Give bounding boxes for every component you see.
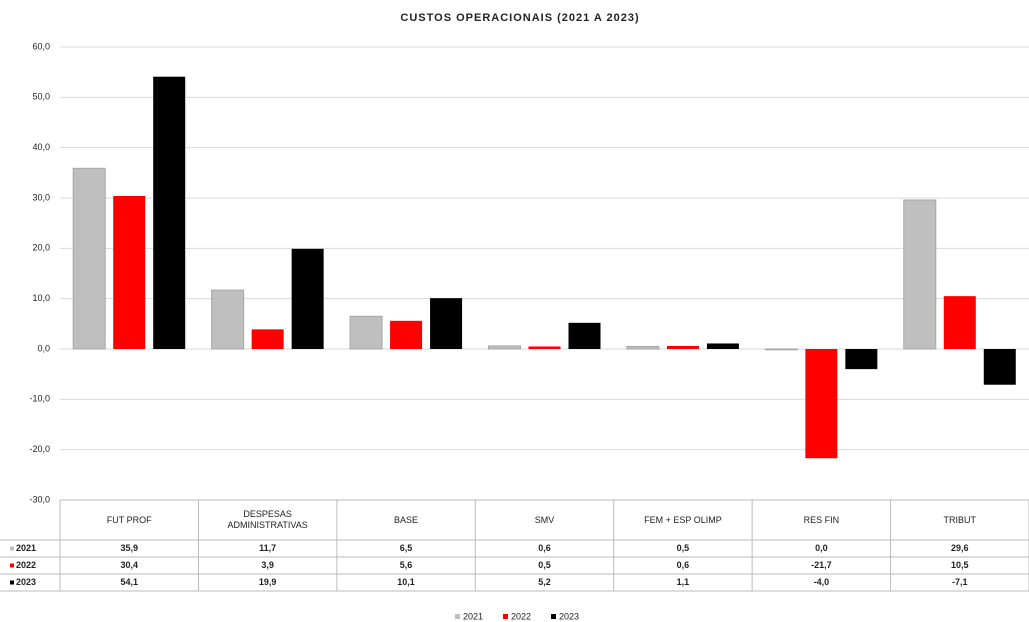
legend-key	[10, 563, 14, 568]
y-tick-label: -20,0	[29, 444, 50, 454]
bar	[349, 315, 383, 350]
series-label: 2022	[16, 560, 37, 571]
table-value: 54,1	[120, 577, 138, 588]
legend-key	[503, 614, 508, 619]
category-label: BASE	[394, 514, 419, 525]
legend-label: 2023	[559, 611, 579, 621]
legend-key	[10, 580, 14, 585]
bar	[983, 349, 1016, 385]
bar	[845, 349, 878, 370]
y-tick-label: -30,0	[29, 494, 50, 504]
bar	[430, 298, 463, 349]
legend-key	[551, 614, 556, 619]
bar	[666, 345, 699, 349]
category-label: SMV	[534, 514, 555, 525]
table-value: 0,0	[815, 543, 828, 554]
table-value: 19,9	[258, 577, 277, 588]
table-value: 35,9	[120, 543, 138, 554]
bar	[153, 76, 186, 350]
legend-label: 2022	[511, 611, 531, 621]
table-value: 0,6	[676, 560, 690, 571]
bar	[568, 322, 601, 349]
category-label: DESPESAS ADMINISTRATIVAS	[227, 509, 308, 530]
bar	[626, 345, 660, 350]
table-value: 0,5	[676, 543, 690, 554]
table-value: -21,7	[811, 560, 832, 571]
y-tick-label: -10,0	[29, 394, 50, 404]
category-label: TRIBUT	[943, 514, 977, 525]
y-tick-label: 50,0	[32, 92, 50, 102]
bar	[528, 346, 561, 349]
y-tick-label: 40,0	[32, 142, 50, 152]
bar	[706, 343, 739, 349]
bar	[251, 329, 284, 349]
legend-label: 2021	[463, 611, 483, 621]
chart-title: CUSTOS OPERACIONAIS (2021 A 2023)	[400, 12, 639, 24]
table-value: 0,6	[538, 543, 551, 554]
category-label: FEM + ESP OLIMP	[644, 514, 722, 525]
category-label: RES FIN	[803, 514, 840, 525]
table-value: 3,9	[261, 560, 274, 571]
y-tick-label: 10,0	[32, 293, 50, 303]
bar	[291, 248, 324, 349]
table-value: -4,0	[813, 577, 830, 588]
table-value: 30,4	[120, 560, 138, 571]
table-value: 1,1	[676, 577, 690, 588]
series-label: 2023	[16, 577, 37, 588]
table-value: 29,6	[951, 543, 969, 554]
table-value: 5,2	[538, 577, 551, 588]
y-tick-label: 20,0	[32, 243, 50, 253]
table-value: 6,5	[399, 543, 413, 554]
legend-key	[10, 546, 14, 551]
bar	[805, 349, 838, 459]
bar	[764, 348, 798, 351]
table-value: 10,1	[397, 577, 415, 588]
category-label: FUT PROF	[106, 514, 152, 525]
table-value: 5,6	[399, 560, 413, 571]
bar	[113, 195, 146, 349]
bar	[211, 289, 245, 350]
bar	[903, 199, 937, 350]
bar	[943, 296, 976, 349]
y-tick-label: 0,0	[37, 343, 50, 353]
bar	[488, 345, 521, 350]
table-value: 0,5	[538, 560, 551, 571]
bar	[72, 167, 106, 350]
legend-key	[455, 614, 460, 619]
table-value: 11,7	[259, 543, 277, 554]
y-tick-label: 30,0	[32, 192, 50, 202]
series-label: 2021	[16, 543, 37, 554]
bar	[390, 320, 423, 349]
y-tick-label: 60,0	[32, 41, 50, 51]
table-value: -7,1	[952, 577, 968, 588]
table-value: 10,5	[951, 560, 969, 571]
